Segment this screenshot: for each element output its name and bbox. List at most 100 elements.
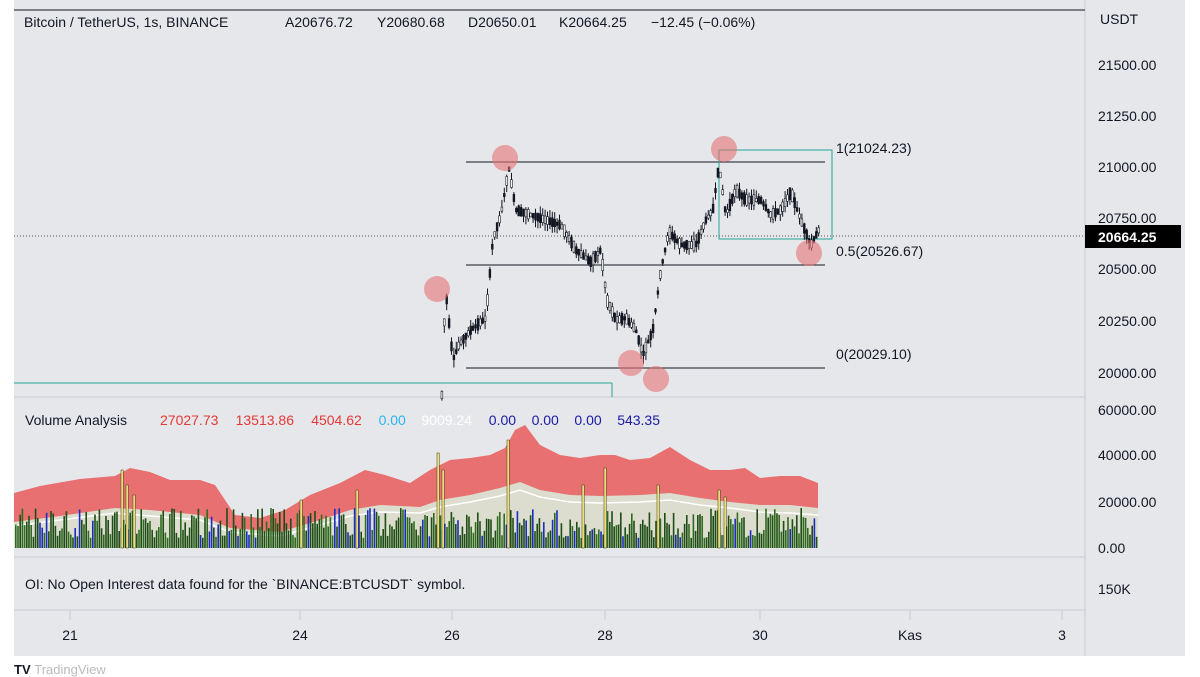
volume-bar <box>45 512 48 548</box>
candle-body <box>668 227 672 239</box>
volume-bar <box>213 527 215 548</box>
volume-bar <box>193 516 195 548</box>
candle-body <box>625 313 628 325</box>
candle-body <box>493 231 496 238</box>
volume-bar <box>481 535 483 548</box>
price-axis[interactable]: 21500.00 21250.00 21000.00 20750.00 20500.00… <box>1098 57 1157 381</box>
volume-bar <box>670 535 673 548</box>
volume-bar <box>358 515 360 548</box>
volume-bar <box>56 535 59 548</box>
candle-body <box>546 216 549 225</box>
candle-body <box>803 223 806 234</box>
volume-bar <box>681 532 684 548</box>
marker-circle[interactable] <box>796 240 822 266</box>
candle-body <box>500 206 504 212</box>
volume-bar <box>474 522 477 548</box>
volume-bar <box>382 529 384 548</box>
volume-bar <box>710 508 712 548</box>
price-tick-label: 21250.00 <box>1098 108 1157 124</box>
volume-bar <box>741 518 743 548</box>
candle-body <box>805 229 808 240</box>
volume-bar <box>173 508 175 548</box>
volume-bar <box>345 524 347 548</box>
volume-bar <box>503 513 505 548</box>
fib-retracement[interactable]: 1(21024.23) 0.5(20526.67) 0(20029.10) <box>466 140 923 369</box>
volume-bar <box>600 531 602 548</box>
marker-circle[interactable] <box>492 145 518 171</box>
candle-body <box>781 201 784 212</box>
volume-bar <box>547 532 549 548</box>
volume-bar <box>208 531 211 548</box>
candle-body <box>613 312 616 322</box>
volume-bar <box>562 537 565 548</box>
volume-bar <box>226 508 228 548</box>
volume-bar <box>248 534 250 548</box>
volume-bar <box>140 509 142 548</box>
candle-body <box>464 332 468 340</box>
volume-bar <box>461 526 464 548</box>
volume-bar <box>395 520 398 548</box>
candle-body <box>644 341 648 354</box>
volume-pane[interactable] <box>13 425 819 549</box>
volume-bar <box>217 524 219 548</box>
volume-bar <box>259 527 261 548</box>
candle-body <box>589 256 592 267</box>
volume-bar <box>648 512 651 548</box>
volume-bar <box>705 537 708 548</box>
candle-body <box>601 259 604 271</box>
volume-bar <box>529 515 532 548</box>
ohlc-low: D20650.01 <box>468 14 537 30</box>
volume-bar <box>246 531 248 548</box>
volume-bar <box>254 537 257 548</box>
volume-bar <box>367 510 369 548</box>
candle-body <box>815 231 818 239</box>
volume-bar <box>606 511 609 548</box>
volume-bar <box>323 527 325 548</box>
time-axis[interactable]: 21 24 26 28 30 Kas 3 <box>62 627 1066 643</box>
volume-bar <box>303 516 305 548</box>
volume-bar <box>41 527 43 548</box>
candle-body <box>560 223 564 230</box>
volume-bar <box>593 528 596 548</box>
volume-bar <box>589 531 591 548</box>
marker-circle[interactable] <box>711 136 737 162</box>
candle-body <box>575 246 578 255</box>
symbol-title[interactable]: Bitcoin / TetherUS, 1s, BINANCE <box>24 14 228 30</box>
candle-body <box>654 308 657 313</box>
volume-tick-label: 20000.00 <box>1098 494 1157 510</box>
volume-bar <box>153 537 156 548</box>
volume-bar <box>199 535 202 548</box>
volume-bar <box>186 535 189 548</box>
marker-circle[interactable] <box>643 366 669 392</box>
candle-body <box>505 176 508 186</box>
candle-body <box>452 354 456 361</box>
candlestick-series[interactable] <box>440 166 820 401</box>
volume-bar <box>496 516 499 548</box>
volume-bar-high <box>132 494 136 549</box>
volume-bar <box>598 529 600 548</box>
volume-bar <box>631 513 633 548</box>
volume-indicator-name[interactable]: Volume Analysis <box>25 412 127 428</box>
candle-body <box>510 179 513 188</box>
volume-bar <box>536 523 538 548</box>
candle-body <box>776 208 780 215</box>
marker-circle[interactable] <box>424 276 450 302</box>
volume-bar <box>83 524 85 548</box>
tradingview-logo[interactable]: TV TradingView <box>14 662 106 677</box>
volume-bar <box>191 515 193 548</box>
candle-body <box>726 209 729 213</box>
marker-circle[interactable] <box>618 350 644 376</box>
volume-bar <box>270 508 272 548</box>
range-box[interactable] <box>718 149 833 240</box>
highlight-markers[interactable] <box>424 136 822 392</box>
volume-bar <box>166 537 169 548</box>
volume-bar <box>197 508 200 548</box>
candle-body <box>459 339 463 345</box>
candle-body <box>692 238 696 252</box>
volume-bar <box>527 536 530 548</box>
volume-bar <box>169 513 171 548</box>
current-price-label: 20664.25 <box>1098 229 1157 245</box>
volume-bar <box>369 508 371 548</box>
candle-body <box>623 316 626 321</box>
